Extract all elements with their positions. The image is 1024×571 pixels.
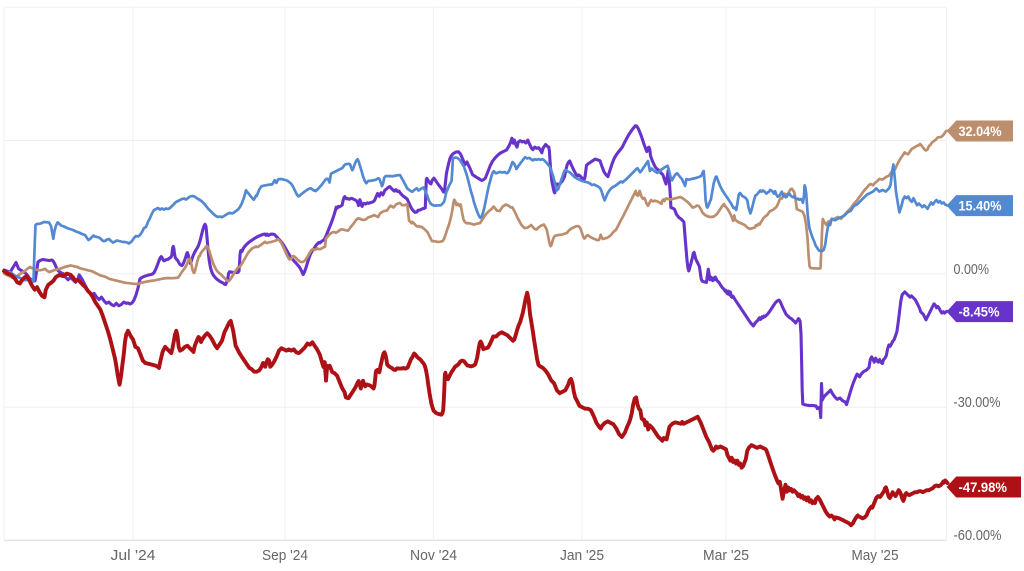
svg-text:32.04%: 32.04% xyxy=(959,124,1002,139)
svg-text:Jul '24: Jul '24 xyxy=(111,547,156,564)
svg-text:Sep '24: Sep '24 xyxy=(262,547,308,564)
svg-text:-47.98%: -47.98% xyxy=(959,480,1008,495)
svg-text:Nov '24: Nov '24 xyxy=(410,547,457,564)
svg-text:0.00%: 0.00% xyxy=(954,261,990,278)
svg-text:Mar '25: Mar '25 xyxy=(703,547,749,564)
svg-text:-30.00%: -30.00% xyxy=(954,394,1001,411)
svg-text:-8.45%: -8.45% xyxy=(959,305,1000,320)
svg-text:15.40%: 15.40% xyxy=(959,199,1002,214)
svg-text:Jan '25: Jan '25 xyxy=(560,547,604,564)
svg-text:May '25: May '25 xyxy=(852,547,899,564)
svg-text:-60.00%: -60.00% xyxy=(954,527,1002,544)
